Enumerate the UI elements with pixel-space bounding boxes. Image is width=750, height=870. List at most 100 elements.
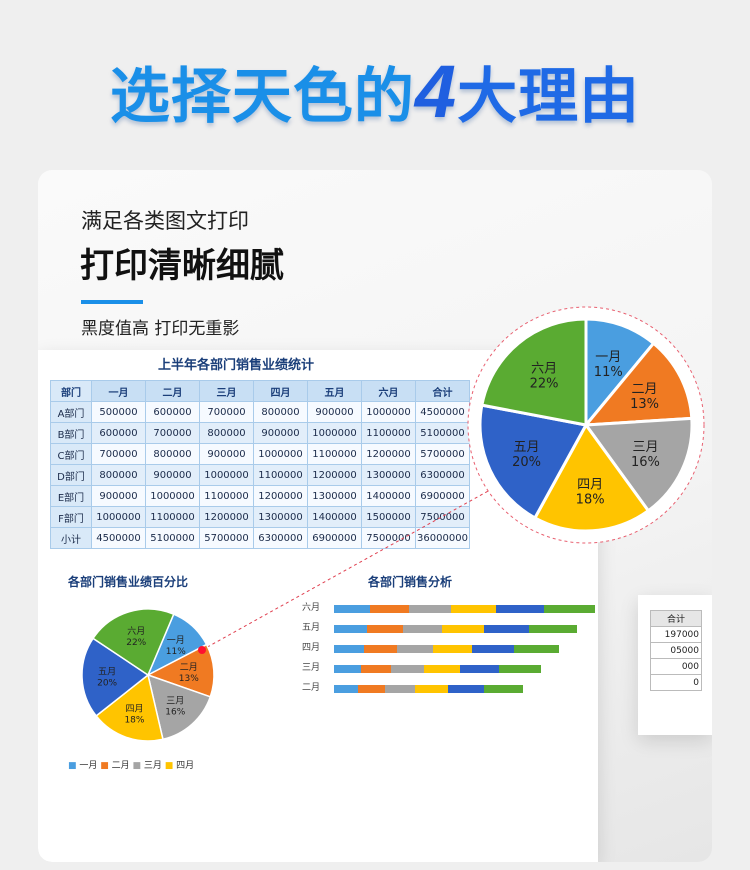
- headline-number: 4: [414, 50, 458, 133]
- bar-category-label: 二月: [302, 683, 321, 693]
- table-cell: 600000: [91, 422, 146, 444]
- bar-segment: [529, 625, 577, 633]
- bar-segment: [496, 605, 544, 613]
- feature-subtitle: 满足各类图文打印: [81, 209, 249, 233]
- bar-segment: [334, 645, 364, 653]
- table-cell: 6900000: [415, 485, 470, 507]
- bar-row: [334, 685, 523, 693]
- row-header: 小计: [50, 527, 92, 549]
- table-cell: 1300000: [361, 464, 416, 486]
- column-header: 四月: [253, 380, 308, 402]
- bar-segment: [514, 645, 559, 653]
- left-sheet-cell: 000: [650, 658, 702, 675]
- table-cell: 1000000: [91, 506, 146, 528]
- table-cell: 800000: [91, 464, 146, 486]
- big-pie-percent-label: 22%: [530, 376, 559, 391]
- bar-category-label: 四月: [302, 643, 321, 653]
- table-cell: 700000: [145, 422, 200, 444]
- bar-segment: [415, 685, 448, 693]
- small-pie-slice: [146, 673, 212, 741]
- table-cell: 5700000: [199, 527, 254, 549]
- table-cell: 600000: [145, 401, 200, 423]
- table-cell: 500000: [91, 401, 146, 423]
- bar-segment: [433, 645, 472, 653]
- row-header: D部门: [50, 464, 92, 486]
- small-pie-slice: [92, 608, 175, 677]
- small-pie-slice: [95, 673, 164, 742]
- small-pie-percent-label: 22%: [126, 638, 146, 648]
- table-cell: 6300000: [415, 464, 470, 486]
- small-pie-category-label: 一月: [167, 635, 185, 646]
- small-pie-legend: ■ 一月 ■ 二月 ■ 三月 ■ 四月: [68, 760, 194, 772]
- big-pie-category-label: 一月: [595, 350, 621, 365]
- left-sheet-cell: 0: [650, 674, 702, 691]
- table-cell: 1200000: [307, 464, 362, 486]
- table-cell: 900000: [253, 422, 308, 444]
- table-cell: 1200000: [253, 485, 308, 507]
- big-pie-percent-label: 11%: [594, 365, 623, 380]
- pie-charts: 一月11%二月13%三月16%四月18%五月20%六月22%一月11%二月13%…: [81, 306, 705, 742]
- table-cell: 1300000: [253, 506, 308, 528]
- bar-segment: [334, 625, 367, 633]
- headline-text: 选择天色的: [109, 62, 415, 132]
- big-pie-slice: [582, 341, 694, 427]
- table-cell: 1100000: [307, 443, 362, 465]
- legend-swatch: ■: [100, 761, 112, 771]
- bar-segment: [391, 665, 424, 673]
- small-pie-percent-label: 11%: [166, 647, 186, 657]
- column-header: 一月: [91, 380, 146, 402]
- connector-line: [201, 489, 491, 651]
- legend-item: ■ 一月: [68, 761, 101, 771]
- bar-segment: [460, 665, 499, 673]
- table-cell: 5700000: [415, 443, 470, 465]
- big-pie-slice: [583, 416, 694, 513]
- table-cell: 6900000: [307, 527, 362, 549]
- table-cell: 1000000: [199, 464, 254, 486]
- big-pie-slice: [480, 317, 588, 427]
- left-sheet-cell: 05000: [650, 642, 702, 659]
- headline-text-tail: 大理由: [457, 62, 641, 132]
- legend-item: ■ 四月: [164, 761, 195, 771]
- small-pie-slice: [81, 637, 150, 717]
- bar-segment: [364, 645, 397, 653]
- small-pie-percent-label: 16%: [165, 707, 185, 717]
- big-pie-percent-label: 20%: [512, 455, 541, 470]
- table-cell: 1000000: [361, 401, 416, 423]
- bar-segment: [367, 625, 403, 633]
- table-cell: 4500000: [91, 527, 146, 549]
- legend-item: ■ 三月: [132, 761, 165, 771]
- feature-title: 打印清晰细腻: [80, 246, 284, 286]
- small-pie-category-label: 四月: [125, 704, 143, 715]
- column-header: 三月: [199, 380, 254, 402]
- small-pie-title: 各部门销售业绩百分比: [68, 575, 189, 589]
- bar-segment: [472, 645, 514, 653]
- bar-segment: [484, 685, 523, 693]
- small-pie-category-label: 三月: [166, 695, 184, 706]
- headline: 选择天色的4大理由: [0, 52, 750, 137]
- bar-category-label: 三月: [302, 663, 321, 673]
- bar-segment: [448, 685, 484, 693]
- legend-item: ■ 二月: [100, 761, 133, 771]
- big-pie-category-label: 六月: [531, 361, 557, 376]
- legend-swatch: ■: [164, 761, 177, 771]
- small-pie-category-label: 五月: [98, 667, 116, 678]
- table-cell: 4500000: [415, 401, 470, 423]
- feature-card: 满足各类图文打印 打印清晰细腻 黑度值高 打印无重影 合计 197000 050…: [38, 170, 712, 862]
- column-header: 部门: [50, 380, 92, 402]
- bar-segment: [361, 665, 391, 673]
- accent-divider: [81, 300, 143, 304]
- bar-segment: [370, 605, 409, 613]
- table-cell: 1200000: [199, 506, 254, 528]
- table-row: C部门 700000 800000 900000 1000000 1100000 12000…: [50, 443, 470, 465]
- bar-segment: [499, 665, 541, 673]
- table-cell: 1200000: [361, 443, 416, 465]
- big-pie-percent-label: 16%: [631, 455, 660, 470]
- table-cell: 36000000: [415, 527, 470, 549]
- small-pie-percent-label: 20%: [97, 679, 117, 689]
- big-pie-category-label: 二月: [632, 382, 658, 397]
- column-header: 二月: [145, 380, 200, 402]
- bar-chart-title: 各部门销售分析: [368, 575, 453, 589]
- column-header: 六月: [361, 380, 416, 402]
- big-pie-category-label: 三月: [632, 440, 658, 455]
- table-row: 小计 4500000 5100000 5700000 6300000 6900000 750…: [50, 527, 470, 549]
